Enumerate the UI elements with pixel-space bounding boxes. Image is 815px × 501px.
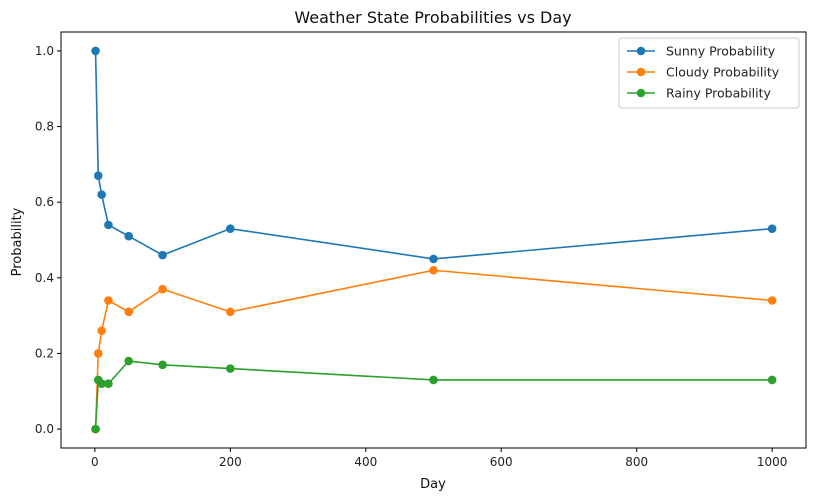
cloudy-point: [429, 265, 438, 275]
cloudy-point: [124, 307, 134, 317]
y-tick-label: 0.4: [35, 271, 54, 285]
sunny-series: [91, 46, 777, 264]
x-axis-title: Day: [420, 477, 446, 492]
x-tick-label: 800: [625, 455, 648, 469]
sunny-point: [158, 250, 167, 260]
cloudy-series: [91, 265, 777, 434]
rainy-point: [124, 356, 134, 366]
x-tick-label: 0: [91, 455, 99, 469]
cloudy-point: [767, 296, 777, 305]
legend: Sunny Probability Cloudy Probability Rainy…: [618, 37, 800, 109]
legend-cloudy-marker: [636, 67, 646, 77]
rainy-point: [104, 379, 113, 389]
cloudy-point: [93, 349, 103, 358]
cloudy-line: [94, 269, 773, 430]
rainy-point: [158, 360, 167, 370]
sunny-point: [104, 220, 113, 230]
y-tick-label: 0.0: [35, 422, 54, 436]
rainy-series: [91, 356, 777, 434]
legend-sunny-marker: [636, 46, 646, 56]
cloudy-point: [97, 326, 106, 336]
rainy-point: [767, 375, 777, 385]
sunny-point: [226, 224, 235, 233]
sunny-point: [93, 171, 103, 181]
y-tick-label: 0.2: [35, 346, 54, 360]
sunny-point: [429, 254, 438, 264]
y-axis-title: Probability: [10, 207, 25, 276]
cloudy-point: [104, 296, 113, 305]
x-tick-label: 400: [354, 455, 377, 469]
x-tick-label: 200: [219, 455, 242, 469]
plot-frame: [60, 31, 807, 449]
y-tick-label: 1.0: [35, 44, 54, 58]
x-tick-label: 600: [490, 455, 513, 469]
rainy-point: [429, 375, 438, 385]
plot-area: 0 200 400 600 800 1000 0.0 0.2 0.4 0.6 0.8 1.0: [35, 31, 807, 469]
chart-title: Weather State Probabilities vs Day: [294, 8, 571, 27]
rainy-point: [91, 424, 100, 434]
sunny-point: [91, 46, 100, 56]
y-tick-label: 0.8: [35, 120, 54, 134]
legend-rainy-label: Rainy Probability: [666, 86, 772, 101]
cloudy-point: [226, 307, 235, 317]
rainy-point: [97, 379, 106, 389]
rainy-point: [226, 364, 235, 373]
legend-cloudy-label: Cloudy Probability: [666, 65, 780, 80]
rainy-line: [94, 360, 773, 430]
legend-rainy-marker: [636, 88, 646, 98]
x-tick-label: 1000: [757, 455, 788, 469]
cloudy-point: [158, 284, 167, 294]
y-tick-label: 0.6: [35, 195, 54, 209]
sunny-point: [124, 231, 134, 241]
sunny-point: [97, 190, 106, 199]
legend-box: [618, 37, 800, 109]
sunny-point: [767, 224, 777, 233]
legend-sunny-label: Sunny Probability: [666, 44, 776, 59]
